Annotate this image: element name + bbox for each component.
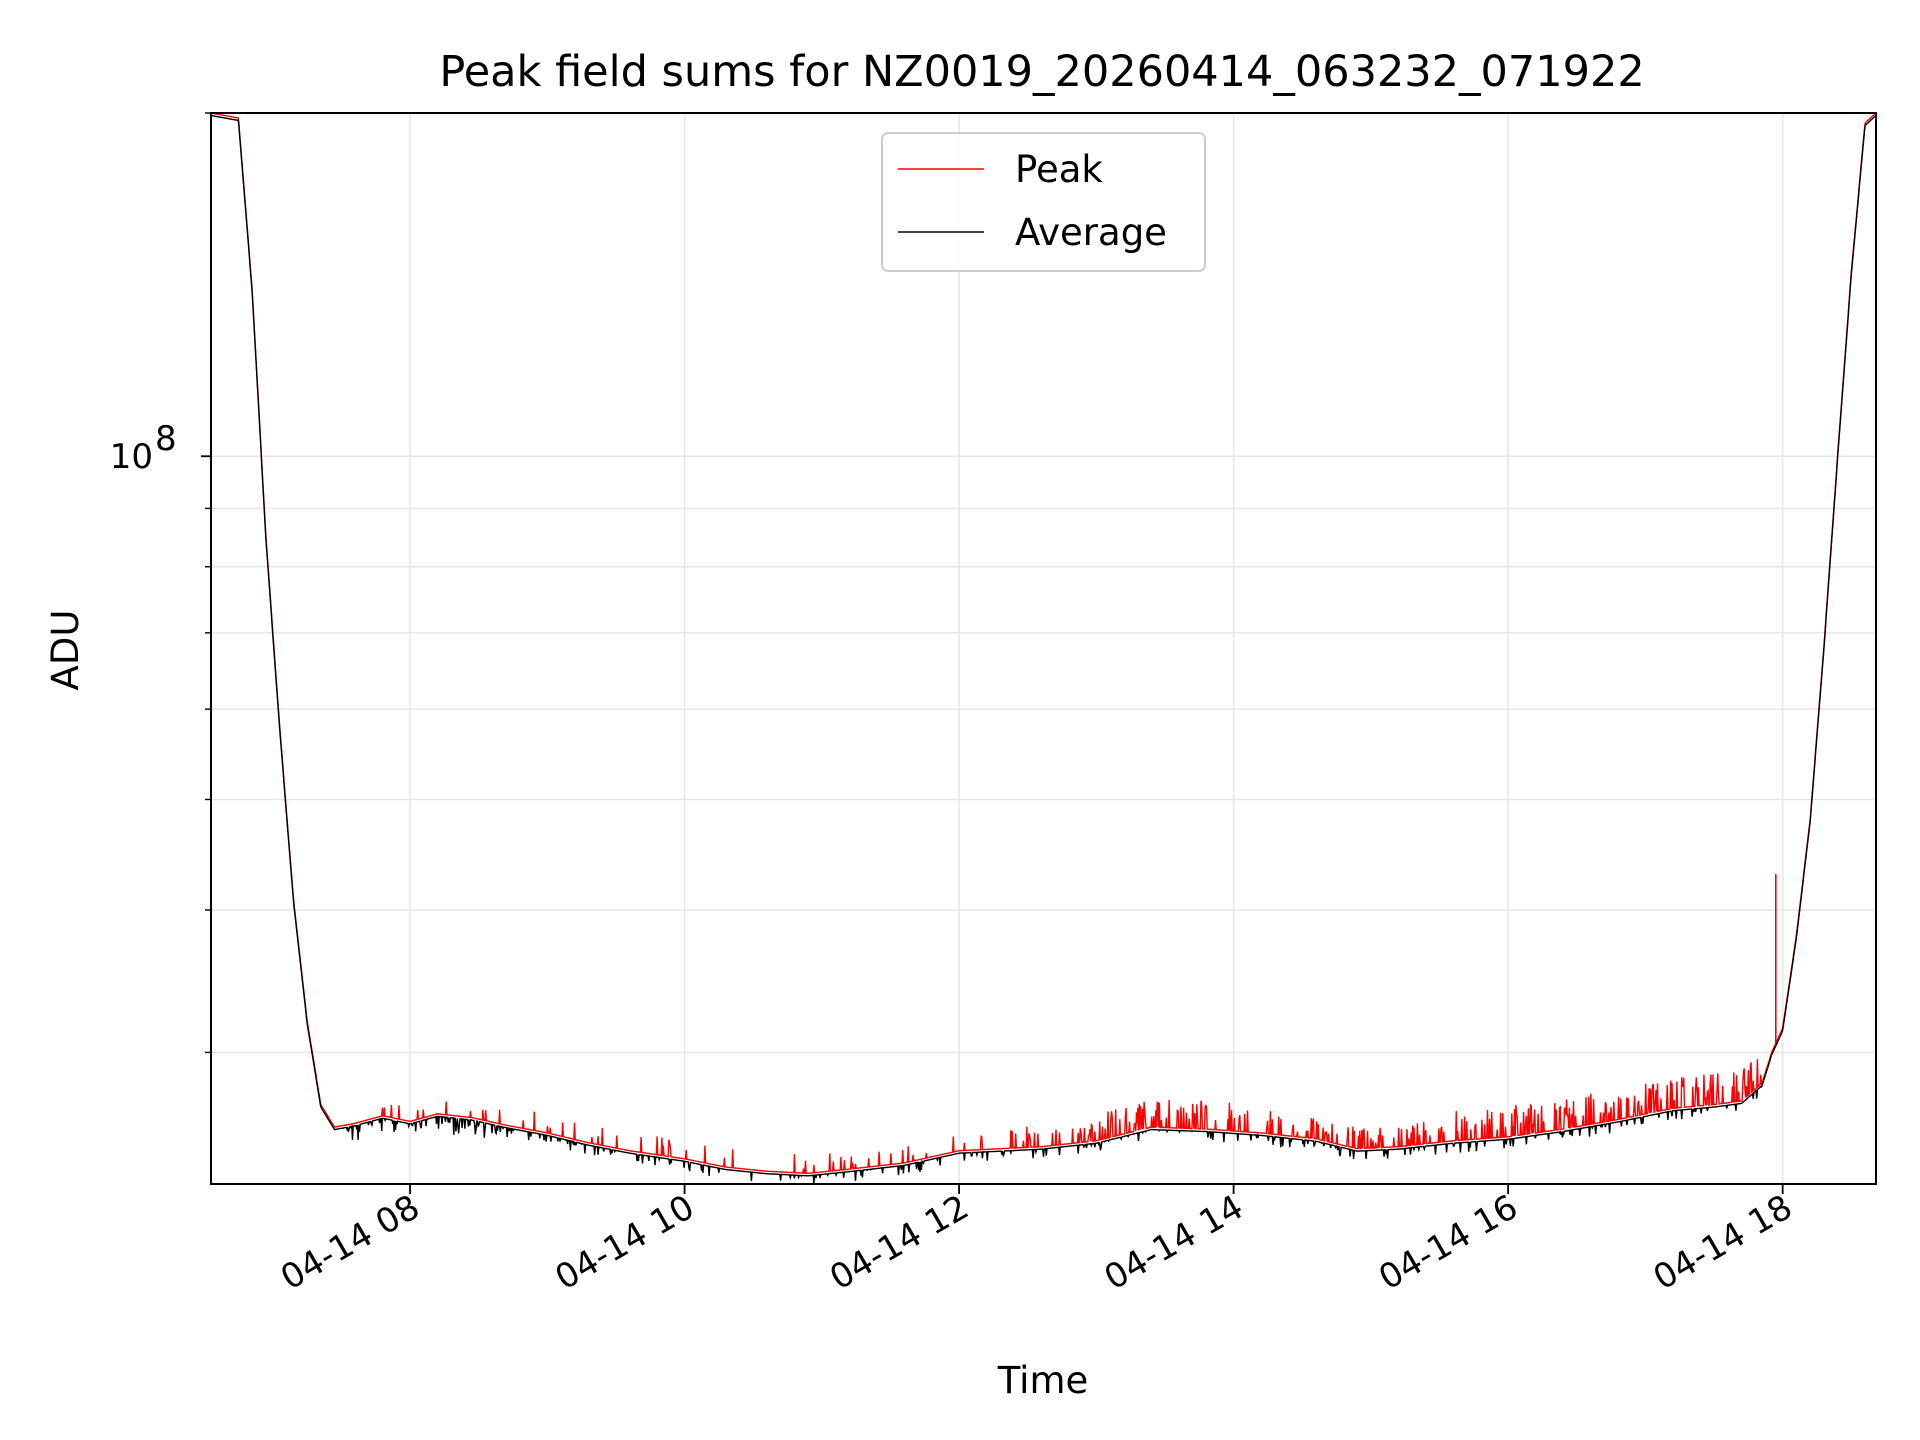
peak-series-line <box>210 112 1877 1175</box>
y-axis: 10 8 <box>110 112 211 1054</box>
legend-average-label: Average <box>1015 211 1167 254</box>
y-tick-exponent: 8 <box>155 419 177 459</box>
plot-area <box>211 113 1876 1184</box>
series-layer <box>210 112 1877 1184</box>
legend-peak-label: Peak <box>1015 148 1103 191</box>
y-tick-label: 10 <box>110 437 153 477</box>
legend-box <box>881 132 1206 272</box>
chart-title: Peak field sums for NZ0019_20260414_0632… <box>439 47 1644 97</box>
legend: Peak Average <box>881 132 1206 272</box>
average-series-line <box>210 114 1877 1184</box>
y-axis-label: ADU <box>44 610 87 691</box>
axes-frame <box>210 112 1877 1185</box>
x-axis-label: Time <box>997 1359 1089 1402</box>
